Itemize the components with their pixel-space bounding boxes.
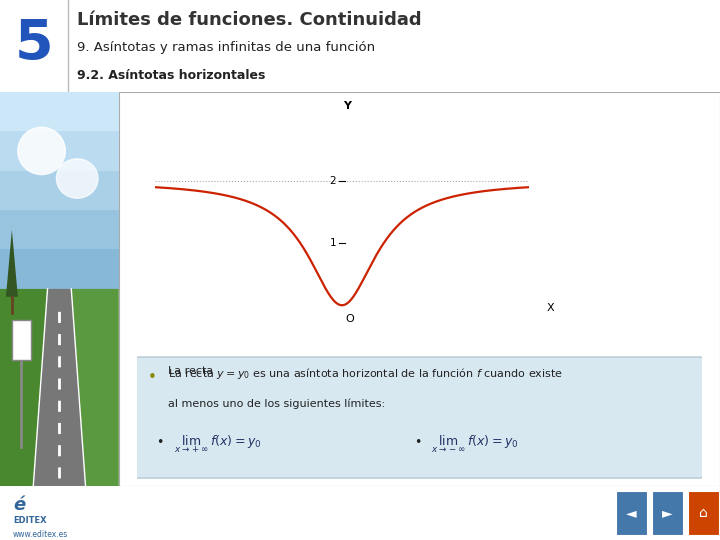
Bar	[0, 0, 68, 92]
Text: ◄: ◄	[626, 506, 636, 520]
Text: Límites de funciones. Continuidad: Límites de funciones. Continuidad	[77, 11, 422, 29]
Bar	[12, 320, 31, 360]
Text: 5: 5	[15, 17, 53, 71]
Bar	[0, 92, 119, 131]
Text: $g(x) = \dfrac{2x^2}{1+x^2}$: $g(x) = \dfrac{2x^2}{1+x^2}$	[394, 357, 473, 389]
Text: Y: Y	[343, 101, 351, 111]
Polygon shape	[71, 289, 119, 486]
Text: •: •	[156, 436, 164, 449]
Polygon shape	[0, 289, 48, 486]
Text: La recta $y = y_0$ es una asíntota horizontal de la función $f$ cuando existe: La recta $y = y_0$ es una asíntota horiz…	[168, 366, 563, 381]
Text: 9. Asíntotas y ramas infinitas de una función: 9. Asíntotas y ramas infinitas de una fu…	[77, 41, 375, 54]
Text: $\underset{x \to +\infty}{\lim}\, f(x) = y_0$: $\underset{x \to +\infty}{\lim}\, f(x) =…	[174, 433, 261, 455]
Text: La recta: La recta	[168, 366, 217, 376]
Text: O: O	[345, 314, 354, 324]
Bar	[0, 210, 119, 249]
FancyBboxPatch shape	[134, 357, 703, 478]
Bar	[0, 131, 119, 171]
Polygon shape	[33, 289, 86, 486]
Text: •: •	[414, 436, 421, 449]
Text: X: X	[546, 303, 554, 313]
Bar	[0, 249, 119, 289]
Bar	[616, 491, 647, 535]
Text: EDITEX: EDITEX	[13, 516, 47, 525]
Text: $\underset{x \to -\infty}{\lim}\, f(x) = y_0$: $\underset{x \to -\infty}{\lim}\, f(x) =…	[431, 433, 518, 455]
Polygon shape	[6, 230, 18, 297]
Text: 9.2. Asíntotas horizontales: 9.2. Asíntotas horizontales	[77, 69, 266, 82]
Ellipse shape	[56, 159, 98, 198]
Bar	[688, 491, 719, 535]
Bar	[0, 171, 119, 210]
Text: ⌂: ⌂	[698, 506, 708, 520]
Text: ►: ►	[662, 506, 672, 520]
Text: www.editex.es: www.editex.es	[13, 530, 68, 539]
Text: •: •	[148, 369, 157, 384]
Ellipse shape	[18, 127, 66, 174]
Text: é: é	[13, 496, 25, 514]
Text: 1: 1	[330, 238, 336, 248]
Text: 2: 2	[330, 177, 336, 186]
Bar	[652, 491, 683, 535]
Text: al menos uno de los siguientes límites:: al menos uno de los siguientes límites:	[168, 399, 385, 409]
